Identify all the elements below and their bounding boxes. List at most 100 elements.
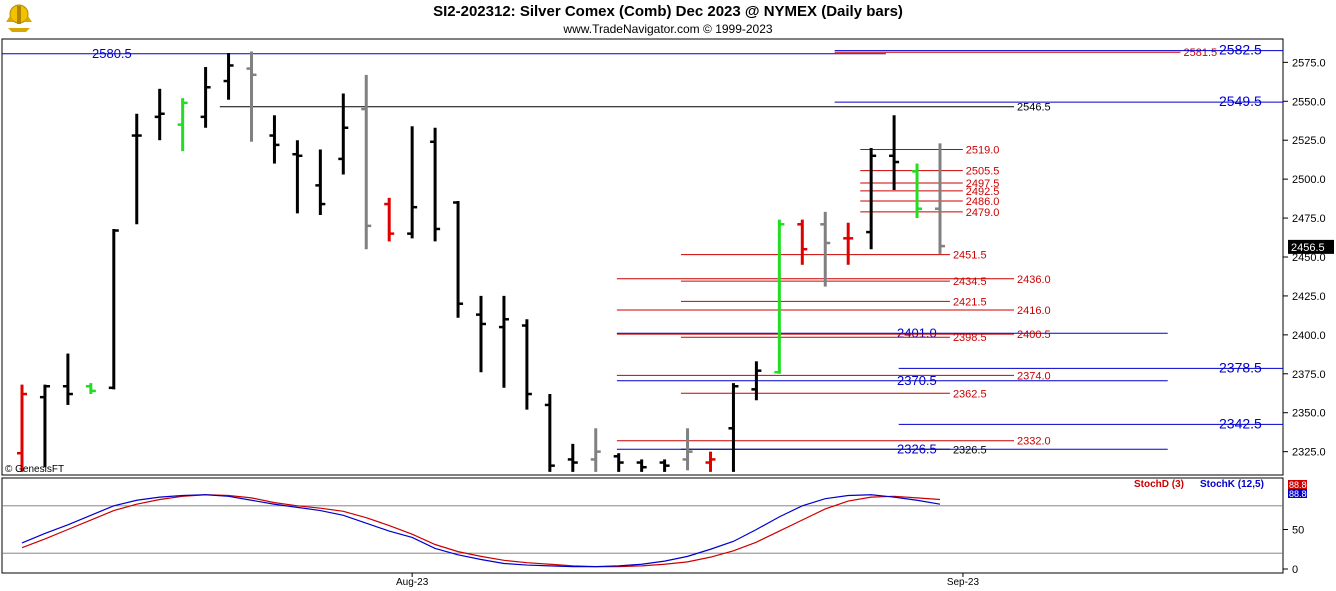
level-label: 2546.5: [1017, 102, 1051, 114]
ohlc-bar: [521, 319, 532, 410]
y-tick-label: 2475.0: [1292, 213, 1326, 225]
ohlc-bar: [866, 148, 877, 250]
y-tick-label: 2400.0: [1292, 330, 1326, 342]
y-tick-label: 2500.0: [1292, 174, 1326, 186]
level-label: 2549.5: [1219, 93, 1262, 109]
level-label: 2416.0: [1017, 305, 1051, 317]
stochk-legend: StochK (12,5): [1200, 479, 1264, 490]
ohlc-bar: [131, 113, 142, 225]
ohlc-bar: [705, 451, 716, 472]
ohlc-bar: [453, 200, 464, 318]
osc-y-tick-label: 0: [1292, 564, 1298, 576]
y-tick-label: 2525.0: [1292, 135, 1326, 147]
level-label: 2362.5: [953, 388, 987, 400]
watermark-label: © GenesisFT: [5, 464, 64, 475]
ohlc-bar: [476, 295, 486, 373]
ohlc-bar: [889, 115, 900, 191]
y-tick-label: 2450.0: [1292, 252, 1326, 264]
y-tick-label: 2550.0: [1292, 96, 1326, 108]
y-tick-label: 2350.0: [1292, 408, 1326, 420]
level-label: 2398.5: [953, 332, 987, 344]
chart-subtitle: www.TradeNavigator.com © 1999-2023: [563, 22, 773, 36]
x-tick-label: Aug-23: [396, 577, 429, 588]
level-label: 2374.0: [1017, 370, 1051, 382]
ohlc-bar: [269, 115, 280, 164]
level-label: 2326.5: [953, 444, 987, 456]
ohlc-bar: [338, 93, 349, 175]
ohlc-bar: [108, 228, 119, 390]
oscillator-panel-frame: [1, 477, 1284, 574]
ohlc-bar: [797, 219, 808, 265]
level-label: 2378.5: [1219, 359, 1262, 375]
level-label: 2436.0: [1017, 274, 1051, 286]
ohlc-bar: [820, 211, 831, 287]
stochd-value-box: [1288, 480, 1307, 489]
ohlc-bar: [85, 383, 96, 395]
ohlc-bar: [62, 353, 73, 405]
ohlc-bar: [200, 67, 211, 128]
ohlc-bar: [912, 163, 923, 219]
level-label: 2581.5: [1184, 47, 1218, 59]
x-tick-label: Sep-23: [947, 577, 980, 588]
ohlc-bar: [728, 383, 739, 472]
level-label: 2505.5: [966, 166, 1000, 178]
level-label: 2400.5: [1017, 329, 1051, 341]
ohlc-bar: [223, 53, 234, 100]
ohlc-bar: [177, 98, 188, 152]
level-label: 2421.5: [953, 296, 987, 308]
last-price-label: 2456.5: [1291, 242, 1325, 254]
ohlc-bar: [407, 126, 418, 239]
stochd-line: [21, 494, 941, 568]
y-tick-label: 2325.0: [1292, 447, 1326, 459]
ohlc-bar: [361, 74, 372, 250]
stochk-value-label: 88.80: [1289, 489, 1312, 499]
trade-navigator-logo-icon: [4, 2, 34, 34]
ohlc-bar: [567, 443, 578, 472]
level-label: 2497.5: [966, 178, 1000, 190]
level-label: 2401.0: [897, 325, 937, 340]
ohlc-bar: [498, 295, 509, 388]
ohlc-bar: [751, 361, 762, 401]
price-panel-frame: [1, 38, 1284, 476]
level-label: 2342.5: [1219, 415, 1262, 431]
level-label: 2486.0: [966, 196, 1000, 208]
level-label: 2370.5: [897, 373, 937, 388]
ohlc-bar: [154, 88, 165, 141]
last-price-box: [1288, 239, 1334, 254]
ohlc-bar: [659, 459, 670, 472]
ohlc-bar: [935, 143, 945, 254]
ohlc-bar: [430, 127, 441, 242]
level-label: 2332.0: [1017, 436, 1051, 448]
level-label: 2580.5: [92, 46, 132, 61]
stochd-legend: StochD (3): [1134, 479, 1184, 490]
y-tick-label: 2425.0: [1292, 291, 1326, 303]
stochk-value-box: [1288, 489, 1307, 498]
ohlc-bar: [636, 459, 647, 472]
y-tick-label: 2575.0: [1292, 57, 1326, 69]
ohlc-bar: [17, 384, 27, 472]
ohlc-bar: [774, 219, 785, 374]
ohlc-bar: [682, 428, 693, 471]
ohlc-bar: [39, 384, 50, 468]
ohlc-bar: [544, 394, 555, 472]
y-tick-label: 2375.0: [1292, 369, 1326, 381]
ohlc-bar: [315, 149, 326, 215]
level-label: 2434.5: [953, 276, 987, 288]
ohlc-bar: [843, 222, 854, 265]
level-label: 2582.5: [1219, 42, 1262, 58]
level-label: 2492.5: [966, 186, 1000, 198]
level-label: 2519.0: [966, 145, 1000, 157]
level-label: 2326.5: [897, 441, 937, 456]
ohlc-bar: [292, 140, 303, 214]
osc-y-tick-label: 50: [1292, 525, 1304, 537]
ohlc-bar: [590, 428, 601, 472]
ohlc-bars: [17, 51, 945, 472]
level-label: 2479.0: [966, 207, 1000, 219]
ohlc-bar: [613, 453, 624, 472]
ohlc-bar: [246, 51, 257, 142]
stochk-line: [21, 494, 941, 568]
chart-title: SI2-202312: Silver Comex (Comb) Dec 2023…: [433, 3, 903, 20]
level-label: 2451.5: [953, 250, 987, 262]
ohlc-bar: [384, 197, 395, 242]
